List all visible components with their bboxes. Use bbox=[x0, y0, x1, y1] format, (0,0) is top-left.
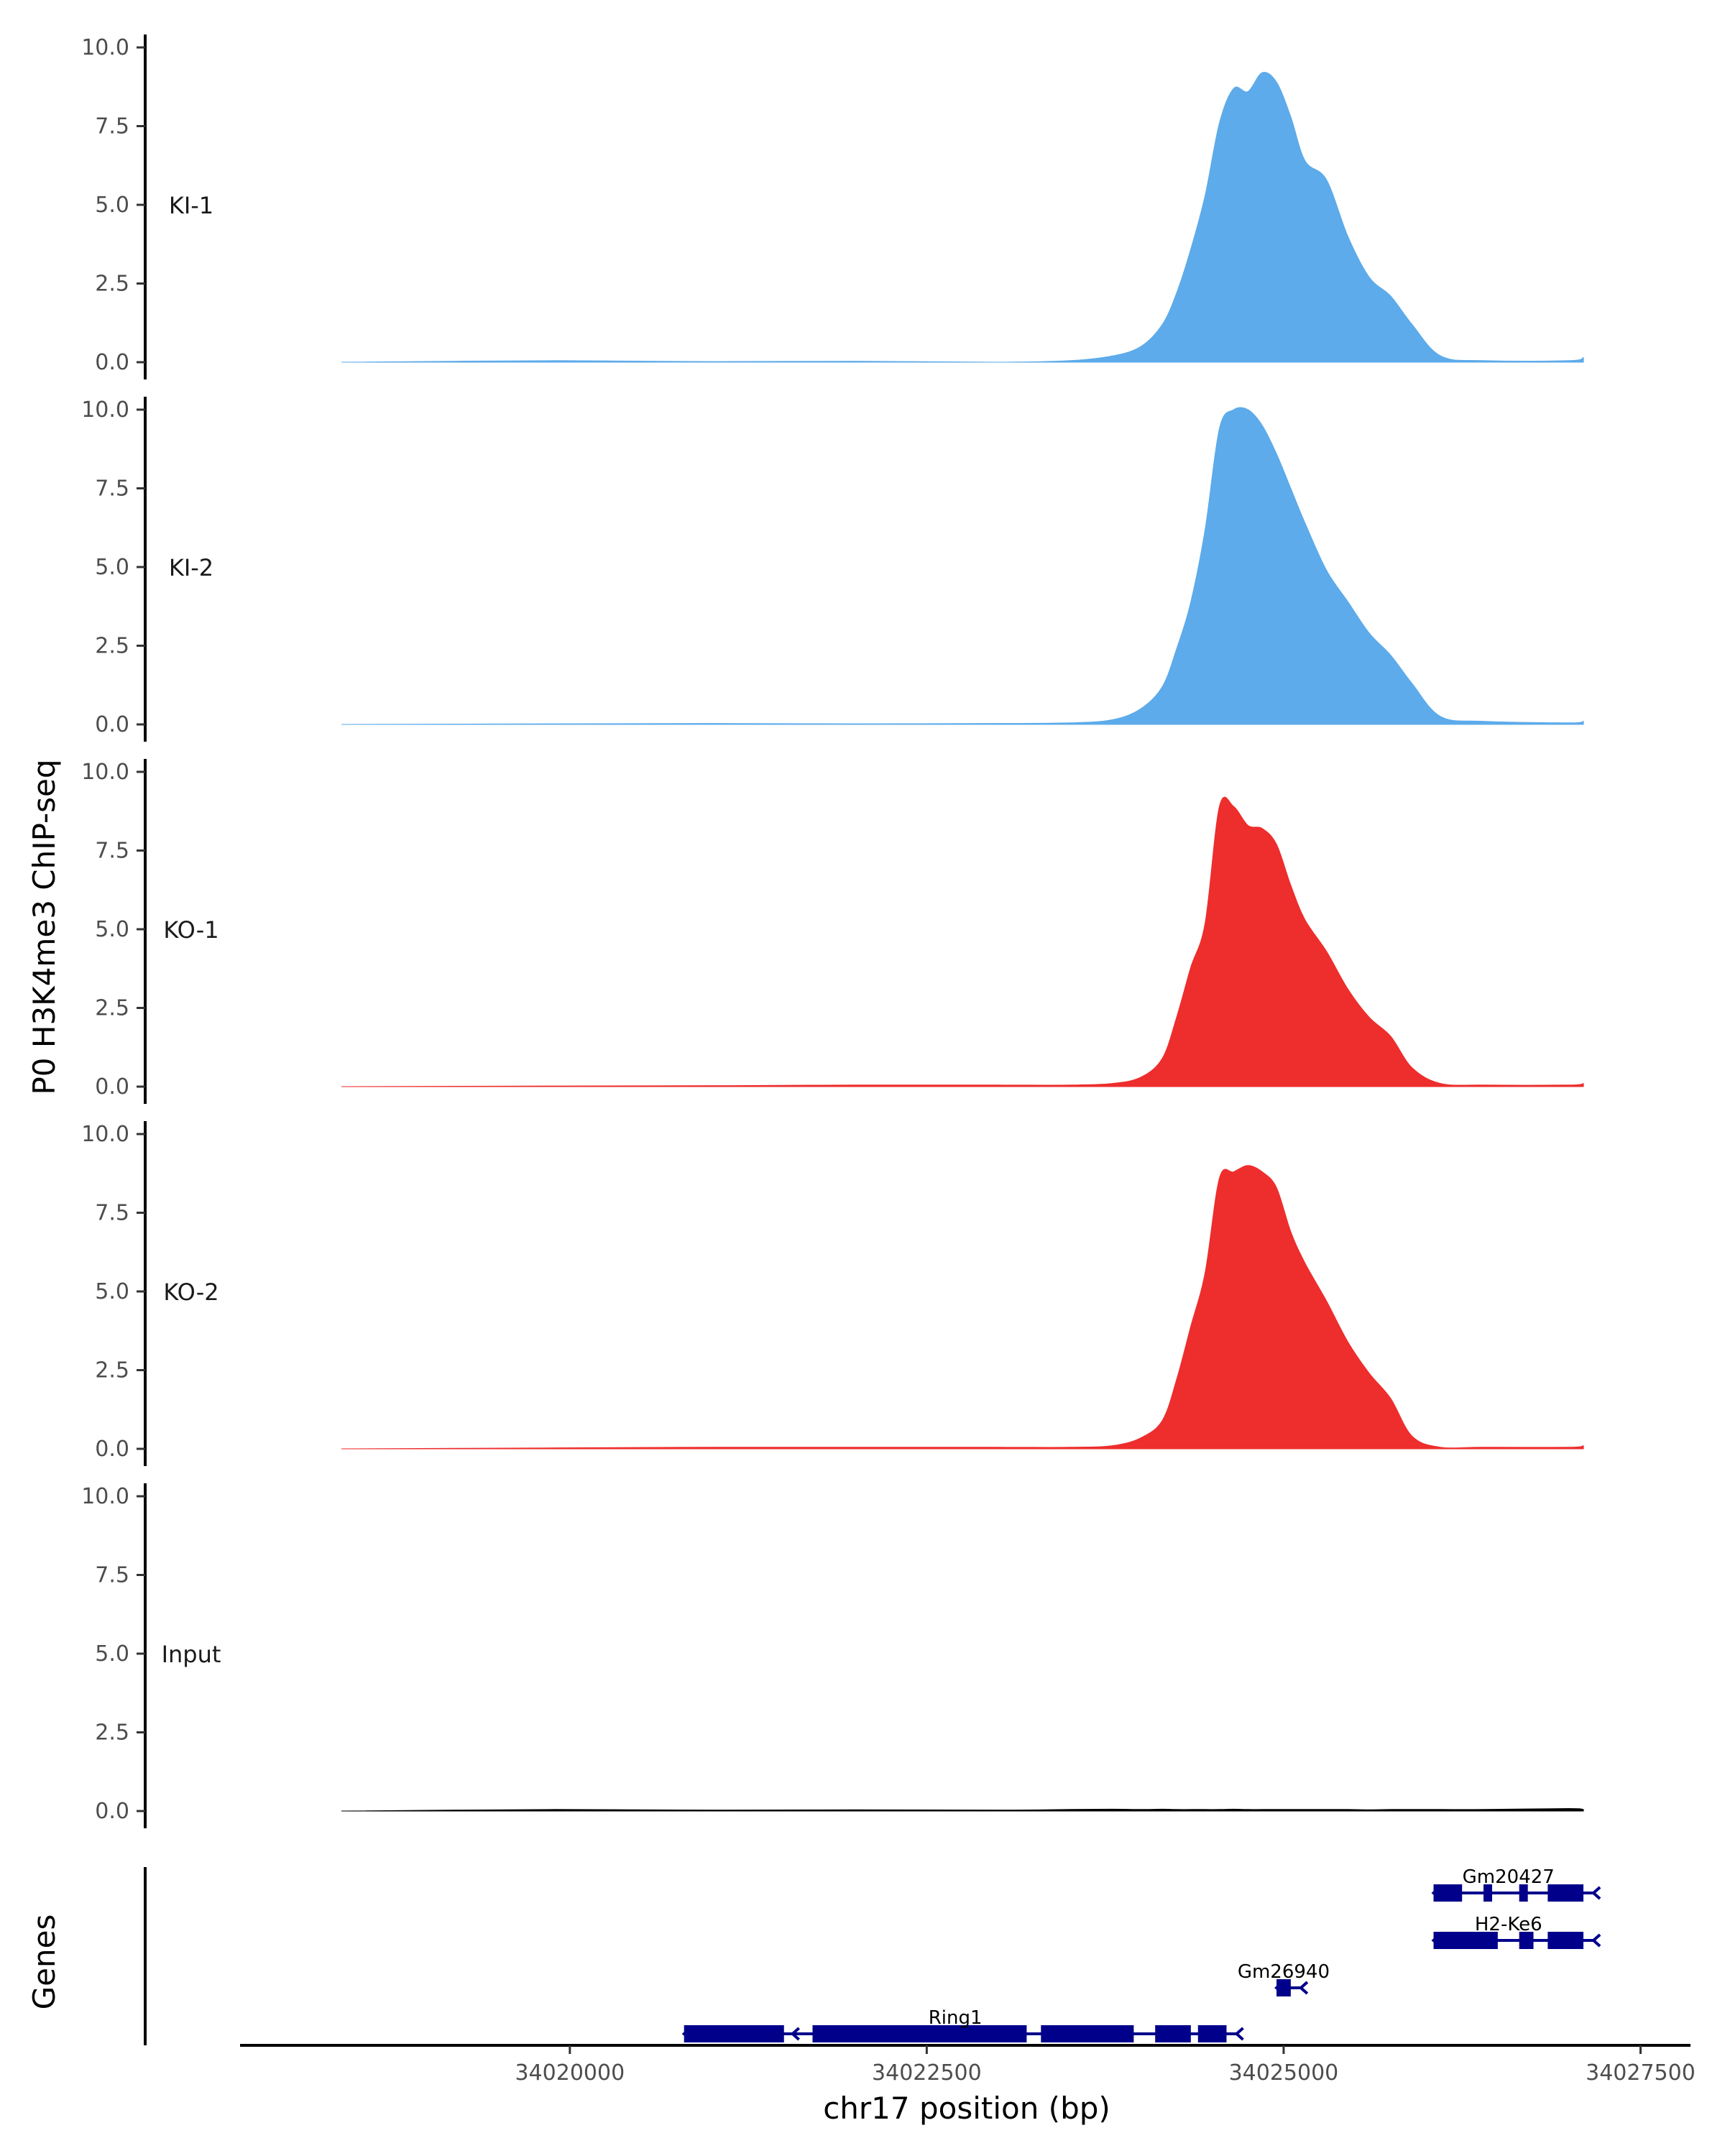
gene-exon bbox=[1519, 1884, 1528, 1902]
track-input: 0.0 2.5 5.0 7.5 10.0 Input bbox=[81, 1483, 1584, 1828]
y-tick-label: 0.0 bbox=[95, 1074, 129, 1100]
gene-exon bbox=[1197, 2025, 1227, 2042]
gene-label: Ring1 bbox=[929, 2007, 983, 2029]
gene-exon bbox=[1155, 2025, 1191, 2042]
gene-gm20427: Gm20427 bbox=[1431, 1866, 1601, 1902]
y-tick-label: 2.5 bbox=[95, 1358, 129, 1383]
strand-arrow bbox=[1234, 2027, 1244, 2041]
y-tick-label: 0.0 bbox=[95, 350, 129, 375]
gene-exon bbox=[812, 2025, 1027, 2042]
gene-label: Gm20427 bbox=[1463, 1866, 1555, 1888]
track-ko-1: 0.0 2.5 5.0 7.5 10.0 KO-1 bbox=[81, 759, 1584, 1104]
signal-area bbox=[341, 72, 1584, 363]
x-axis: 34020000 34022500 34025000 34027500 bbox=[240, 2044, 1696, 2086]
y-tick-label: 5.0 bbox=[95, 555, 129, 580]
signal-tracks: 0.0 2.5 5.0 7.5 10.0 KI-1 0.0 2.5 5.0 7.5 10.0 KI-2… bbox=[81, 34, 1584, 1828]
strand-arrow bbox=[1591, 1886, 1601, 1900]
strand-arrow bbox=[1591, 1933, 1601, 1948]
y-tick-label: 2.5 bbox=[95, 272, 129, 297]
y-tick-label: 7.5 bbox=[95, 114, 129, 139]
y-tick-label: 2.5 bbox=[95, 996, 129, 1021]
genes-track: Gm20427 H2-Ke6 Gm26940 Ring1 bbox=[144, 1866, 1601, 2045]
y-tick-label: 2.5 bbox=[95, 1720, 129, 1746]
y-tick-label: 5.0 bbox=[95, 193, 129, 218]
strand-arrow bbox=[1298, 1981, 1309, 1995]
y-tick-label: 10.0 bbox=[81, 35, 129, 60]
gene-ring1: Ring1 bbox=[681, 2007, 1244, 2042]
y-tick-label: 7.5 bbox=[95, 1201, 129, 1226]
x-axis-title: chr17 position (bp) bbox=[823, 2091, 1110, 2126]
y-tick-label: 0.0 bbox=[95, 1799, 129, 1824]
gene-gm26940: Gm26940 bbox=[1238, 1961, 1330, 1996]
y-tick-label: 7.5 bbox=[95, 839, 129, 864]
x-tick-label: 34027500 bbox=[1586, 2060, 1696, 2086]
y-tick-label: 5.0 bbox=[95, 917, 129, 942]
track-ki-1: 0.0 2.5 5.0 7.5 10.0 KI-1 bbox=[81, 34, 1584, 379]
y-tick-label: 2.5 bbox=[95, 634, 129, 659]
gene-exon bbox=[1484, 1884, 1492, 1902]
track-ko-2: 0.0 2.5 5.0 7.5 10.0 KO-2 bbox=[81, 1121, 1584, 1466]
y-tick-label: 5.0 bbox=[95, 1641, 129, 1667]
gene-exon bbox=[1547, 1884, 1584, 1902]
track-label: KI-2 bbox=[169, 554, 213, 581]
y-tick-label: 7.5 bbox=[95, 476, 129, 502]
signal-area bbox=[341, 407, 1584, 725]
gene-exon bbox=[1433, 1884, 1463, 1902]
gene-h2-ke6: H2-Ke6 bbox=[1431, 1914, 1601, 1949]
y-tick-label: 0.0 bbox=[95, 712, 129, 737]
x-tick-label: 34022500 bbox=[872, 2060, 982, 2086]
y-tick-label: 10.0 bbox=[81, 760, 129, 785]
y-tick-label: 5.0 bbox=[95, 1279, 129, 1304]
track-label: KO-2 bbox=[163, 1279, 218, 1306]
track-label: KO-1 bbox=[163, 916, 218, 944]
signal-area bbox=[341, 1165, 1584, 1450]
track-label: KI-1 bbox=[169, 192, 213, 219]
track-ki-2: 0.0 2.5 5.0 7.5 10.0 KI-2 bbox=[81, 397, 1584, 742]
gene-exon bbox=[1276, 1979, 1291, 1996]
gene-exon bbox=[1433, 1932, 1498, 1949]
y-tick-label: 7.5 bbox=[95, 1563, 129, 1588]
y-tick-label: 10.0 bbox=[81, 1122, 129, 1147]
track-label: Input bbox=[162, 1641, 221, 1668]
y-tick-label: 10.0 bbox=[81, 1484, 129, 1509]
gene-exon bbox=[1519, 1932, 1534, 1949]
gene-exon bbox=[1547, 1932, 1584, 1949]
gene-exon bbox=[684, 2025, 784, 2042]
gene-label: Gm26940 bbox=[1238, 1961, 1330, 1983]
y-tick-label: 0.0 bbox=[95, 1437, 129, 1462]
signal-area bbox=[341, 1807, 1584, 1812]
genes-track-title: Genes bbox=[27, 1915, 62, 2010]
x-tick-label: 34020000 bbox=[515, 2060, 625, 2086]
gene-label: H2-Ke6 bbox=[1475, 1914, 1542, 1935]
y-tick-label: 10.0 bbox=[81, 397, 129, 423]
x-tick-label: 34025000 bbox=[1229, 2060, 1339, 2086]
strand-arrow bbox=[790, 2027, 801, 2041]
y-axis-title: P0 H3K4me3 ChIP-seq bbox=[27, 759, 62, 1095]
gene-exon bbox=[1041, 2025, 1134, 2042]
signal-area bbox=[341, 796, 1584, 1087]
